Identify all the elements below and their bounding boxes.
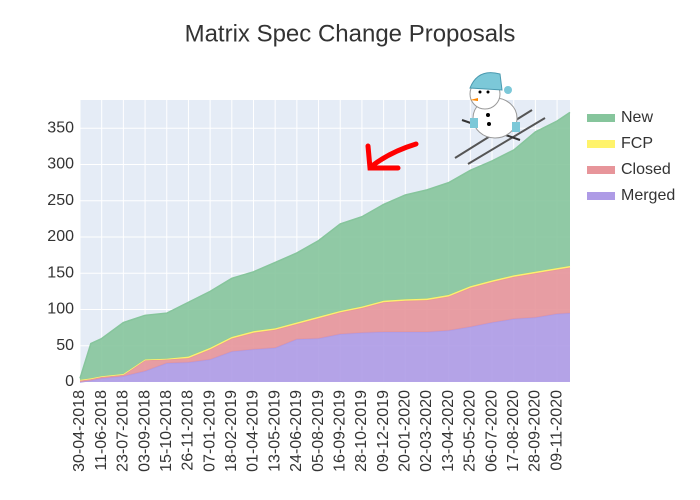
x-tick-label: 03-09-2018	[136, 390, 153, 472]
x-tick-label: 09-12-2019	[375, 390, 392, 472]
button	[487, 122, 491, 126]
y-tick-label: 150	[47, 264, 74, 281]
chart-title: Matrix Spec Change Proposals	[185, 20, 516, 47]
area-fill	[80, 267, 570, 382]
x-tick-label: 06-07-2020	[483, 390, 500, 472]
x-tick-label: 09-11-2020	[548, 390, 565, 471]
eye	[486, 90, 490, 94]
x-tick-label: 20-01-2020	[397, 390, 414, 472]
legend-label: FCP	[621, 135, 653, 152]
mitten	[512, 122, 520, 132]
y-tick-label: 200	[47, 228, 74, 245]
y-tick-label: 100	[47, 301, 74, 318]
x-tick-label: 18-02-2019	[223, 390, 240, 472]
eye	[478, 90, 482, 94]
nose	[470, 98, 478, 101]
area-line	[79, 111, 571, 379]
y-tick-label: 0	[65, 373, 74, 390]
y-tick-label: 300	[47, 156, 74, 173]
snowman-hat	[469, 72, 503, 91]
legend-swatch	[587, 114, 615, 122]
areas	[79, 111, 571, 383]
x-tick-label: 05-08-2019	[310, 390, 327, 472]
arrow-shaft	[369, 141, 419, 169]
x-tick-label: 13-04-2020	[440, 390, 457, 472]
legend-label: Merged	[621, 187, 675, 204]
area-fill	[80, 266, 570, 381]
x-tick-label: 01-04-2019	[245, 390, 262, 472]
x-tick-label: 15-10-2018	[158, 390, 175, 472]
x-tick-label: 16-09-2019	[331, 390, 348, 472]
x-tick-label: 02-03-2020	[418, 390, 435, 472]
button	[486, 113, 490, 117]
legend-swatch	[587, 166, 615, 174]
legend-swatch	[587, 192, 615, 200]
area-line	[79, 265, 571, 381]
hat-bobble	[504, 86, 512, 94]
x-tick-label: 24-06-2019	[288, 390, 305, 472]
y-tick-label: 250	[47, 192, 74, 209]
x-tick-label: 11-06-2018	[93, 390, 110, 471]
area-fill	[80, 313, 570, 382]
x-tick-label: 30-04-2018	[71, 390, 88, 472]
legend-swatch	[587, 140, 615, 148]
ski	[467, 117, 546, 165]
x-tick-label: 28-09-2020	[527, 390, 544, 472]
arrow-decoration	[365, 141, 419, 171]
snowman-decoration	[454, 72, 546, 165]
y-tick-label: 350	[47, 119, 74, 136]
legend-label: Closed	[621, 161, 671, 178]
x-tick-label: 25-05-2020	[462, 390, 479, 472]
x-tick-label: 26-11-2018	[180, 390, 197, 471]
x-tick-label: 07-01-2019	[201, 390, 218, 472]
mitten	[470, 118, 478, 128]
x-tick-label: 13-05-2019	[266, 390, 283, 472]
area-fill	[80, 112, 570, 380]
x-tick-label: 23-07-2018	[115, 390, 132, 472]
y-tick-label: 50	[56, 337, 74, 354]
arrow-head	[365, 143, 401, 171]
x-tick-label: 17-08-2020	[505, 390, 522, 472]
legend: New FCP Closed Merged	[587, 109, 675, 204]
legend-label: New	[621, 109, 653, 126]
x-tick-label: 28-10-2019	[353, 390, 370, 472]
